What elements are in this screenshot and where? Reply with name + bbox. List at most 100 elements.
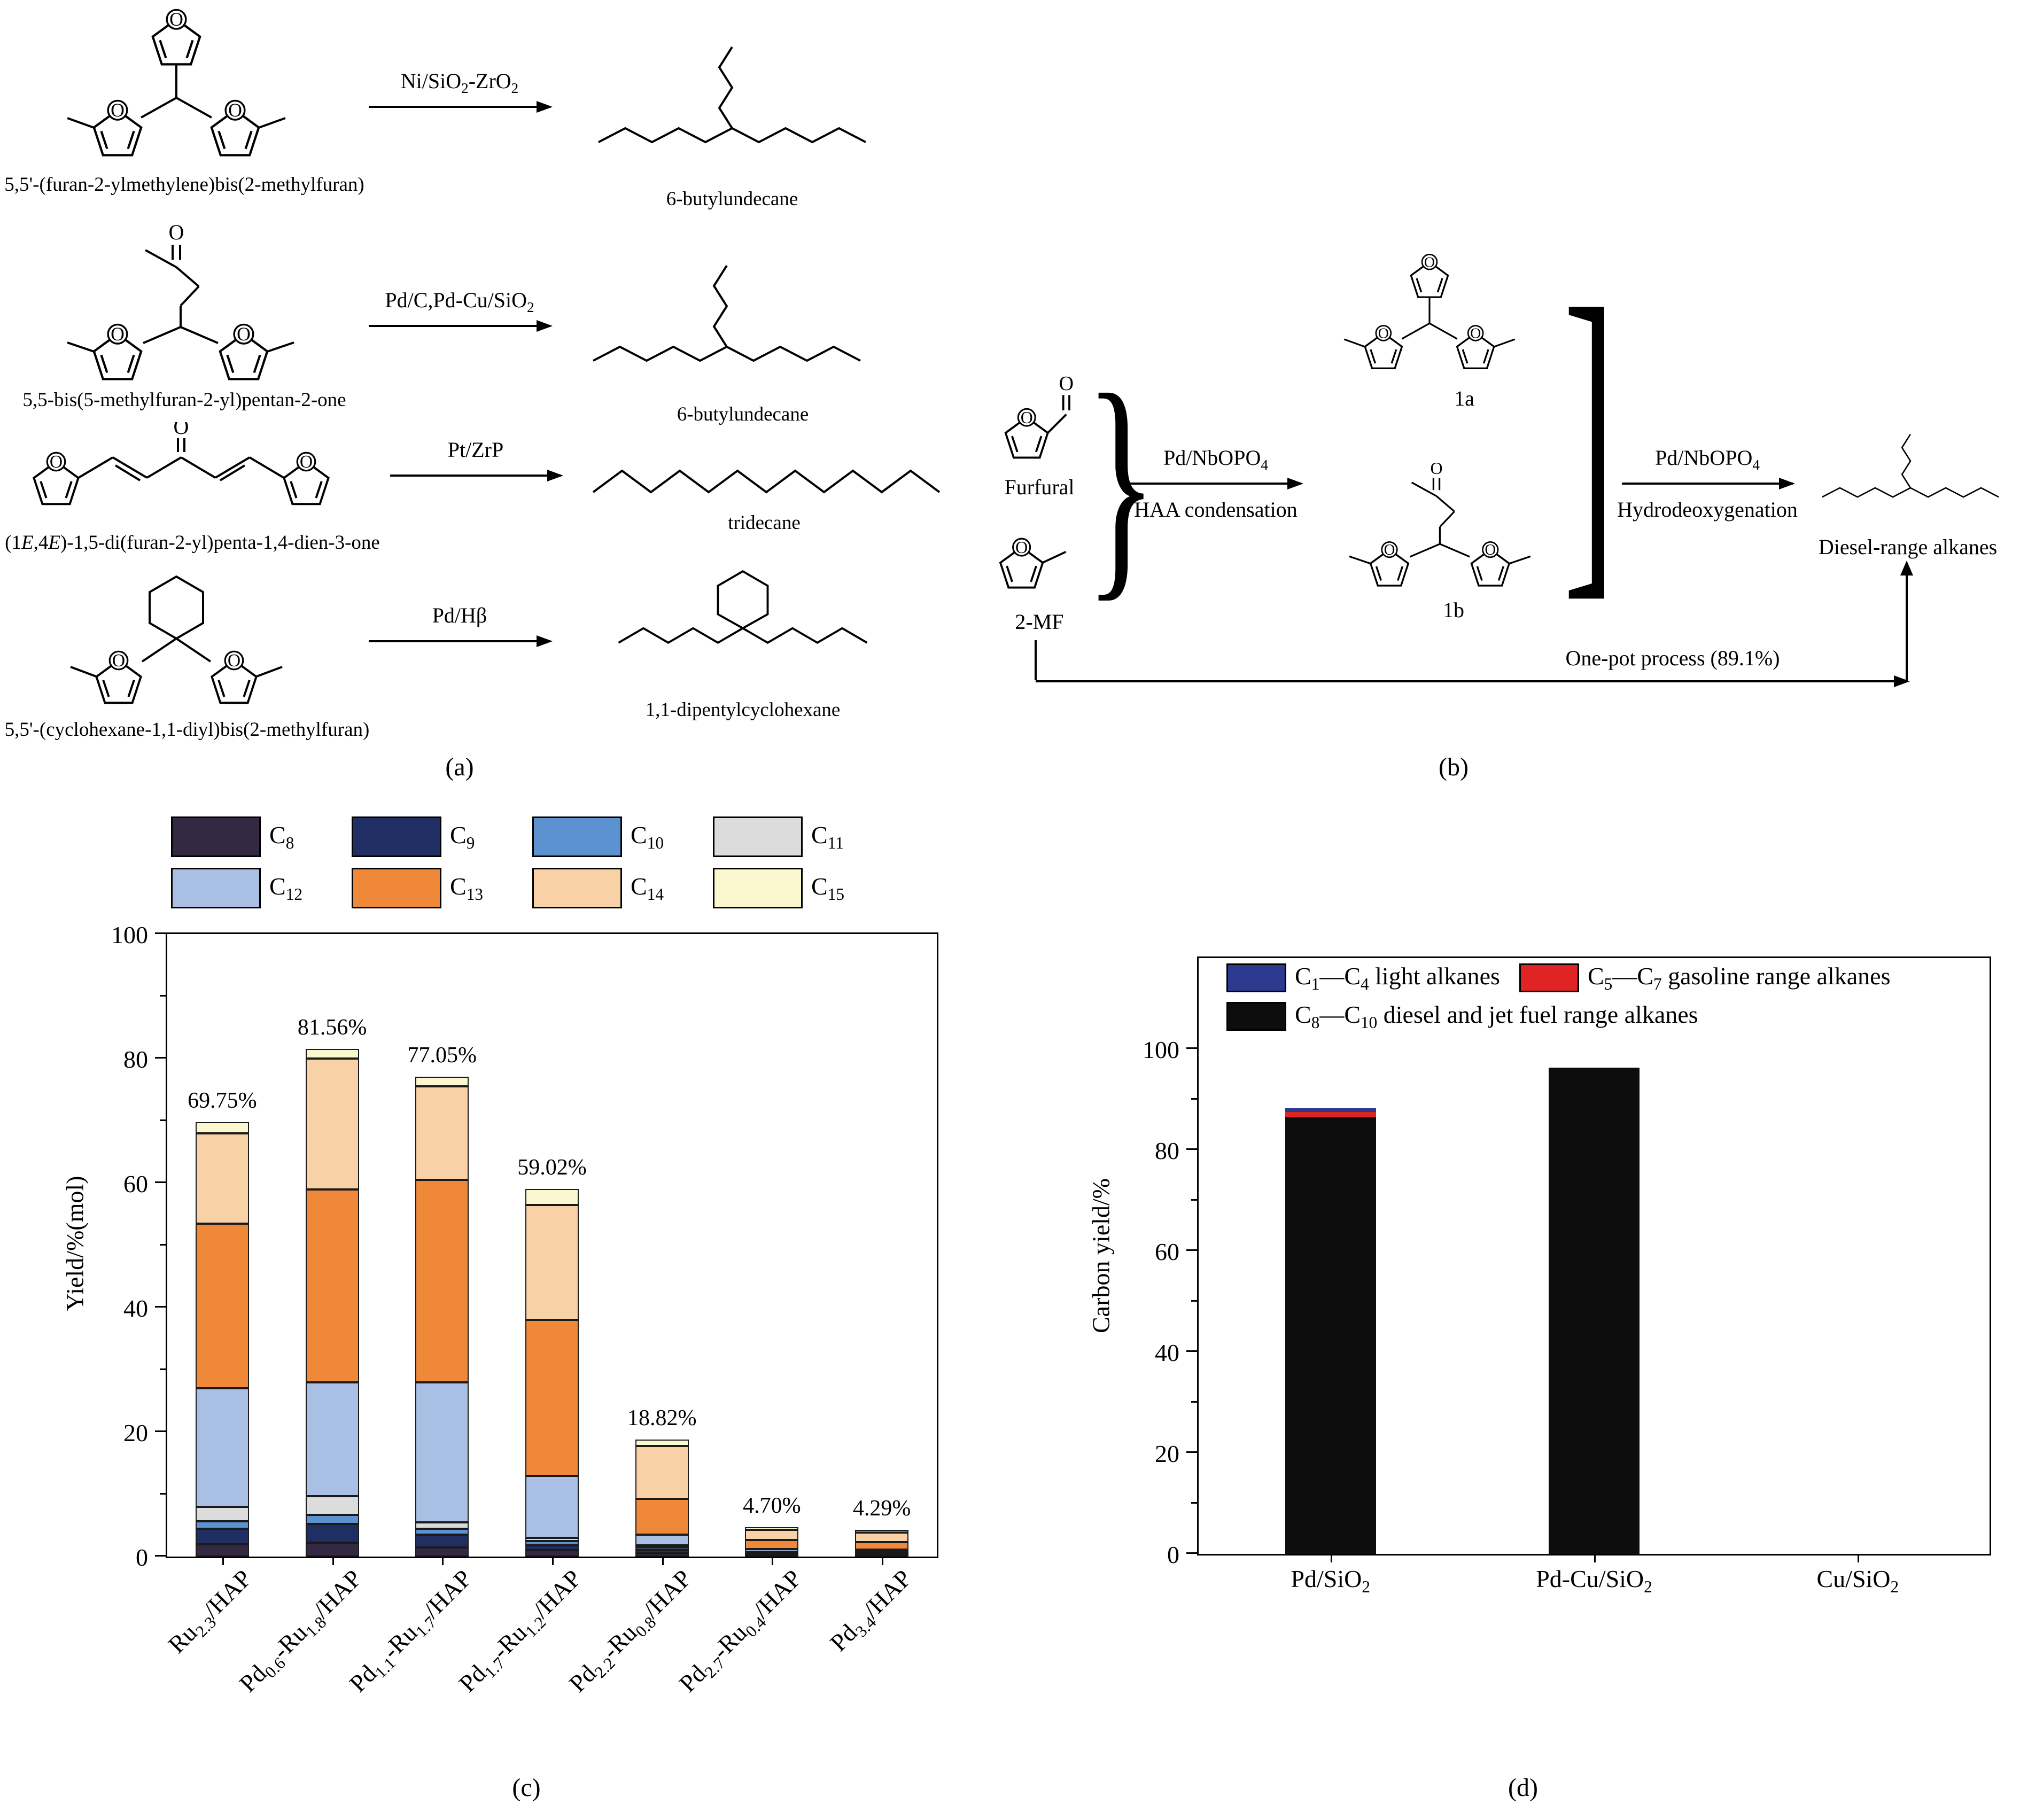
one-pot-connector [1035,640,1037,680]
bar-segment [195,1223,249,1389]
bar-total-label: 77.05% [407,1043,477,1068]
y-axis-tick-label: 20 [1155,1440,1179,1468]
y-axis-tick [1186,1249,1199,1251]
y-axis-tick [1186,1047,1199,1049]
step1-reaction-label: HAA condensation [1134,497,1298,522]
panel-label-d: (d) [1508,1774,1538,1802]
bar-segment [195,1122,249,1133]
x-axis-tick [1330,1554,1332,1562]
bar-segment [305,1048,359,1059]
legend-swatch [713,868,803,908]
reaction-arrow-2 [369,320,553,332]
reaction-arrow-3 [390,470,563,481]
bar-segment [305,1189,359,1382]
bar-segment [415,1522,469,1529]
reaction-arrow-1 [369,101,553,113]
step2-reaction-label: Hydrodeoxygenation [1617,497,1798,522]
legend-swatch [713,816,803,857]
legend-swatch [352,816,441,857]
legend-label: C9 [450,821,475,853]
bar-segment [635,1547,689,1551]
bar-segment [855,1542,909,1550]
chart-c-legend: C8 C9 C10 C11 C12 C13 C14 C15 [171,816,894,908]
y-axis-tick-label: 0 [136,1544,148,1571]
structure-6-butylundecane-1 [597,46,867,143]
structure-difuranyl-pentadienone [8,422,361,529]
bar-segment [855,1532,909,1543]
curly-brace: } [1085,343,1157,621]
legend-swatch [532,868,622,908]
bar-segment [745,1527,799,1530]
legend-label: C14 [631,872,664,904]
bar-segment [305,1524,359,1543]
bar-segment [525,1204,579,1320]
legend-swatch [1226,963,1286,993]
bar-segment [525,1538,579,1541]
bar-segment [305,1543,359,1557]
bar-segment [1549,1068,1640,1554]
y-axis-tick-label: 60 [1155,1238,1179,1266]
y-axis-tick [155,1555,167,1557]
x-axis-tick [772,1557,774,1565]
bar-segment [305,1514,359,1525]
x-axis-tick [552,1557,554,1565]
panel-label-a: (a) [445,753,474,781]
structure-6-butylundecane-2 [592,265,861,362]
bar-segment [1285,1112,1376,1117]
structure-bis-methylfuranyl-pentanone [11,220,331,386]
bar-segment [195,1521,249,1529]
x-axis-category-label: Pd3.4/HAP [824,1564,916,1656]
bar-total-label: 4.29% [852,1496,911,1521]
structure-dipentylcyclohexane [617,570,868,644]
structure-diesel-range-alkane [1821,433,2000,498]
structure-tridecane [592,470,941,493]
bar-segment [855,1530,909,1533]
bar-segment [635,1545,689,1547]
y-axis-tick [160,1492,167,1495]
structure-intermediate-1b [1304,458,1560,591]
x-axis-category-label: Cu/SiO2 [1816,1565,1899,1597]
reactant-name-4: 5,5'-(cyclohexane-1,1-diyl)bis(2-methylf… [4,719,370,741]
structure-intermediate-1a [1304,250,1555,380]
x-axis-category-label: Pd/SiO2 [1291,1565,1370,1597]
structure-furfural [986,369,1093,470]
y-axis-tick [1191,1401,1199,1403]
legend-swatch [1519,963,1579,993]
bar-segment [525,1541,579,1546]
step2-catalyst-label: Pd/NbOPO4 [1655,446,1760,473]
bar-segment [1285,1117,1376,1554]
x-axis-tick [662,1557,664,1565]
catalyst-label-2: Pd/C,Pd-Cu/SiO2 [385,288,534,315]
legend-entry: C15 [713,868,894,908]
bar-segment [635,1550,689,1554]
y-axis-tick-label: 100 [1143,1036,1179,1064]
x-axis-category-label: Ru2.3/HAP [162,1564,257,1659]
x-axis-tick [442,1557,444,1565]
x-axis-tick [1594,1554,1596,1562]
step1-catalyst-label: Pd/NbOPO4 [1163,446,1268,473]
y-axis-tick-label: 80 [123,1046,148,1073]
legend-entry: C14 [532,868,713,908]
legend-label: C8 [269,821,294,853]
reaction-arrow-4 [369,635,553,647]
legend-swatch [171,868,261,908]
structure-2-methylfuran [983,526,1096,603]
catalyst-label-3: Pt/ZrP [447,438,504,462]
legend-swatch [1226,1002,1286,1031]
bar-segment [525,1320,579,1476]
bar-segment [195,1506,249,1521]
legend-entry: C8—C10 diesel and jet fuel range alkanes [1226,1000,1698,1032]
legend-label: C12 [269,872,302,904]
one-pot-up-arrow [1900,561,1913,680]
legend-entry: C13 [352,868,532,908]
legend-label: C5—C7 gasoline range alkanes [1587,962,1891,994]
bar-segment [635,1535,689,1546]
bar-segment [305,1496,359,1515]
legend-entry: C9 [352,816,532,857]
diesel-product-label: Diesel-range alkanes [1818,535,1998,559]
product-name-2: 6-butylundecane [677,403,809,425]
y-axis-tick-label: 60 [123,1170,148,1197]
product-name-3: tridecane [728,512,801,534]
catalyst-label-1: Ni/SiO2-ZrO2 [400,69,519,96]
